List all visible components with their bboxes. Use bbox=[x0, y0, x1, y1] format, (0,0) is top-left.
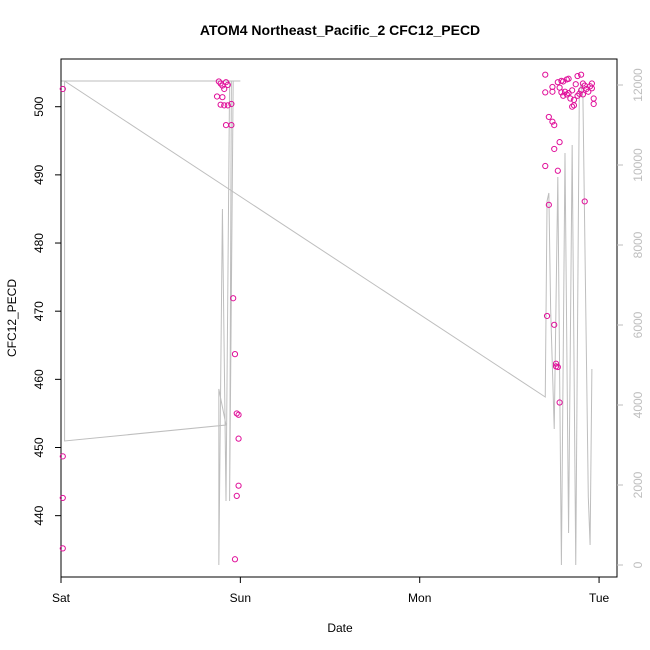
y-tick-label: 480 bbox=[32, 233, 46, 253]
plot-area: Sat Sun Mon Tue 440 450 460 470 480 490 500 0 2000 40… bbox=[32, 58, 645, 605]
data-point bbox=[228, 122, 235, 129]
data-point bbox=[542, 162, 549, 170]
data-point bbox=[235, 435, 242, 442]
x-tick-label: Sun bbox=[230, 591, 251, 605]
data-point bbox=[233, 410, 240, 417]
chart-title: ATOM4 Northeast_Pacific_2 CFC12_PECD bbox=[200, 22, 480, 38]
plot-frame bbox=[60, 58, 618, 578]
data-point bbox=[221, 102, 228, 109]
data-point bbox=[213, 93, 221, 100]
x-tick-label: Tue bbox=[589, 591, 610, 605]
data-point bbox=[224, 81, 231, 89]
y2-tick-label: 6000 bbox=[631, 311, 645, 338]
data-point bbox=[542, 89, 549, 96]
depth-series-line bbox=[61, 80, 593, 566]
data-point bbox=[581, 198, 588, 205]
y2-tick-label: 8000 bbox=[631, 231, 645, 258]
y-tick-label: 450 bbox=[32, 437, 46, 457]
data-point bbox=[578, 71, 585, 78]
data-point bbox=[549, 88, 556, 95]
y2-tick-label: 0 bbox=[631, 561, 645, 568]
data-point bbox=[576, 90, 583, 97]
y-tick-label: 440 bbox=[32, 505, 46, 525]
data-point bbox=[222, 122, 230, 129]
data-point bbox=[552, 363, 560, 370]
x-tick-label: Sat bbox=[52, 591, 71, 605]
data-point bbox=[558, 89, 565, 96]
data-point bbox=[569, 87, 576, 94]
data-point bbox=[574, 72, 581, 80]
data-point bbox=[554, 167, 561, 174]
data-point bbox=[551, 122, 558, 129]
data-point bbox=[565, 75, 572, 82]
y2-tick-label: 4000 bbox=[631, 391, 645, 418]
data-point bbox=[545, 113, 552, 121]
data-point bbox=[231, 556, 239, 563]
x-tick-label: Mon bbox=[408, 591, 431, 605]
data-point bbox=[570, 102, 578, 109]
data-point bbox=[219, 94, 226, 101]
data-point bbox=[542, 71, 549, 78]
y-tick-label: 490 bbox=[32, 165, 46, 185]
data-point bbox=[549, 118, 556, 125]
data-point bbox=[552, 360, 560, 367]
data-point bbox=[572, 81, 579, 88]
data-point bbox=[590, 95, 597, 102]
data-point bbox=[230, 295, 237, 302]
data-point bbox=[569, 103, 576, 110]
y2-tick-label: 10000 bbox=[631, 148, 645, 182]
data-point bbox=[560, 92, 567, 99]
data-point bbox=[235, 411, 242, 418]
data-point bbox=[231, 351, 239, 358]
data-point bbox=[567, 95, 574, 102]
data-point bbox=[590, 100, 597, 108]
data-point bbox=[579, 91, 587, 98]
y-axis-label: CFC12_PECD bbox=[5, 279, 19, 357]
data-point bbox=[235, 482, 242, 489]
data-point bbox=[551, 145, 558, 153]
data-point bbox=[228, 100, 235, 108]
data-point bbox=[233, 492, 240, 499]
data-point bbox=[588, 85, 595, 92]
data-point bbox=[556, 399, 563, 406]
data-point bbox=[221, 85, 228, 93]
data-point bbox=[217, 101, 224, 108]
data-point bbox=[59, 85, 66, 93]
y-tick-label: 500 bbox=[32, 96, 46, 116]
data-point bbox=[59, 494, 66, 502]
data-point bbox=[563, 91, 570, 98]
y-tick-label: 460 bbox=[32, 369, 46, 389]
data-point bbox=[556, 139, 563, 146]
y2-tick-label: 12000 bbox=[631, 68, 645, 102]
data-point bbox=[59, 545, 66, 552]
x-axis-label: Date bbox=[327, 621, 353, 635]
data-point bbox=[545, 201, 552, 208]
data-point bbox=[543, 312, 551, 320]
data-point bbox=[224, 102, 231, 109]
y2-tick-label: 2000 bbox=[631, 471, 645, 498]
y-tick-label: 470 bbox=[32, 301, 46, 321]
data-point bbox=[585, 88, 592, 95]
data-point bbox=[551, 321, 558, 328]
data-point bbox=[59, 453, 66, 460]
